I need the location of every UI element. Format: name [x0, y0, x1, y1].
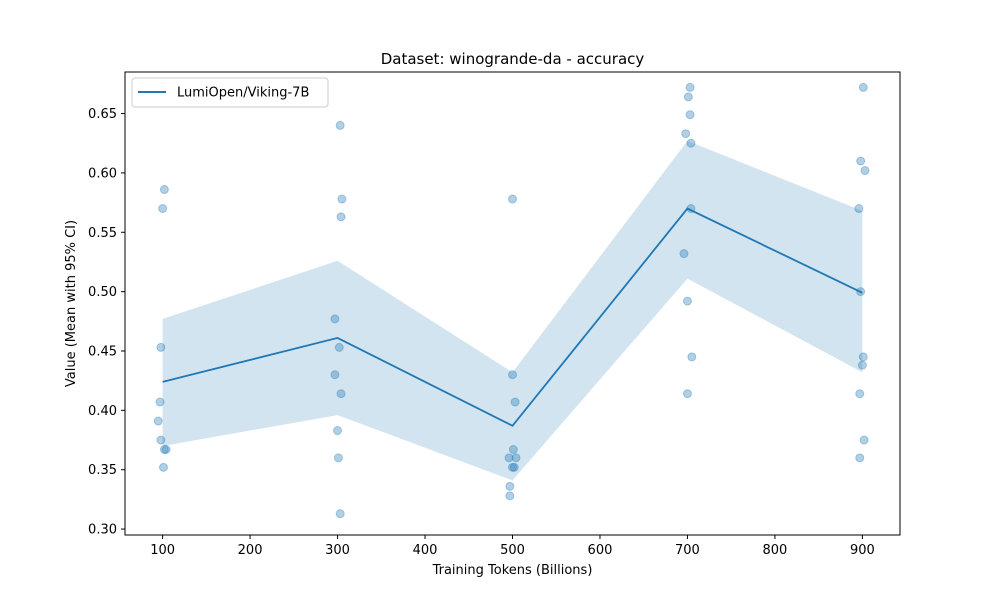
- ci-band-layer: [162, 140, 863, 481]
- scatter-point: [508, 445, 518, 455]
- y-tick-label: 0.35: [88, 463, 117, 478]
- scatter-point: [685, 110, 695, 120]
- y-tick-label: 0.60: [88, 166, 117, 181]
- scatter-point: [334, 342, 344, 352]
- scatter-point: [508, 462, 517, 472]
- scatter-point: [860, 166, 870, 176]
- x-tick-label: 900: [850, 543, 875, 558]
- scatter-point: [511, 453, 521, 463]
- scatter-point: [336, 212, 346, 222]
- scatter-point: [333, 426, 343, 436]
- y-tick-label: 0.40: [88, 404, 117, 419]
- scatter-point: [686, 138, 696, 148]
- legend-box: [131, 77, 329, 108]
- y-tick-label: 0.65: [88, 107, 117, 122]
- scatter-point: [508, 194, 517, 204]
- scatter-point: [336, 389, 346, 399]
- scatter-point: [158, 204, 168, 214]
- y-tick-label: 0.50: [88, 285, 117, 300]
- scatter-point: [159, 185, 169, 195]
- scatter-point: [505, 481, 515, 491]
- x-tick-label: 800: [763, 543, 788, 558]
- scatter-point: [161, 445, 171, 455]
- scatter-point: [858, 82, 868, 92]
- scatter-point: [504, 453, 514, 463]
- scatter-point: [335, 509, 345, 519]
- ci-band: [162, 140, 863, 481]
- scatter-point: [683, 92, 693, 102]
- x-tick-label: 400: [413, 543, 438, 558]
- scatter-point: [159, 445, 169, 455]
- scatter-point: [330, 314, 340, 324]
- scatter-point: [330, 370, 340, 380]
- scatter-point: [687, 352, 697, 362]
- scatter-point: [335, 120, 345, 130]
- scatter-point: [682, 296, 692, 306]
- x-axis-ticks: 100 200 300 400 500 600 700 800 900: [150, 535, 875, 558]
- scatter-point: [156, 342, 166, 352]
- mean-line: [162, 207, 863, 427]
- y-tick-label: 0.30: [88, 523, 117, 538]
- scatter-point: [510, 397, 520, 407]
- scatter-point: [505, 491, 515, 501]
- scatter-point: [156, 435, 166, 445]
- mean-line-layer: [162, 207, 863, 427]
- scatter-point: [857, 360, 867, 370]
- scatter-point: [158, 462, 168, 472]
- scatter-point: [153, 416, 163, 426]
- scatter-point: [679, 249, 689, 259]
- chart-title: Dataset: winogrande-da - accuracy: [381, 50, 645, 68]
- scatter-point: [681, 129, 691, 139]
- scatter-point: [682, 389, 692, 399]
- legend: LumiOpen/Viking-7B: [131, 77, 329, 108]
- scatter-point: [337, 194, 347, 204]
- scatter-point: [508, 370, 517, 380]
- legend-label: LumiOpen/Viking-7B: [177, 86, 309, 101]
- x-tick-label: 100: [150, 543, 175, 558]
- x-tick-label: 200: [238, 543, 263, 558]
- scatter-point: [155, 397, 165, 407]
- scatter-point: [854, 204, 864, 214]
- scatter-point: [858, 352, 868, 362]
- scatter-points-layer: [153, 82, 870, 519]
- scatter-point: [509, 462, 519, 472]
- scatter-point: [855, 389, 865, 399]
- x-tick-label: 600: [588, 543, 613, 558]
- scatter-point: [685, 82, 695, 92]
- y-tick-label: 0.45: [88, 344, 117, 359]
- scatter-point: [333, 453, 343, 463]
- x-tick-label: 500: [500, 543, 525, 558]
- x-axis-label: Training Tokens (Billions): [432, 563, 593, 578]
- scatter-point: [859, 435, 869, 445]
- x-tick-label: 700: [675, 543, 700, 558]
- scatter-point: [855, 453, 865, 463]
- scatter-point: [856, 156, 866, 166]
- y-tick-label: 0.55: [88, 226, 117, 241]
- x-tick-label: 300: [325, 543, 350, 558]
- y-axis-ticks: 0.30 0.35 0.40 0.45 0.50 0.55 0.60 0.65: [88, 107, 125, 538]
- y-axis-label: Value (Mean with 95% CI): [64, 220, 79, 387]
